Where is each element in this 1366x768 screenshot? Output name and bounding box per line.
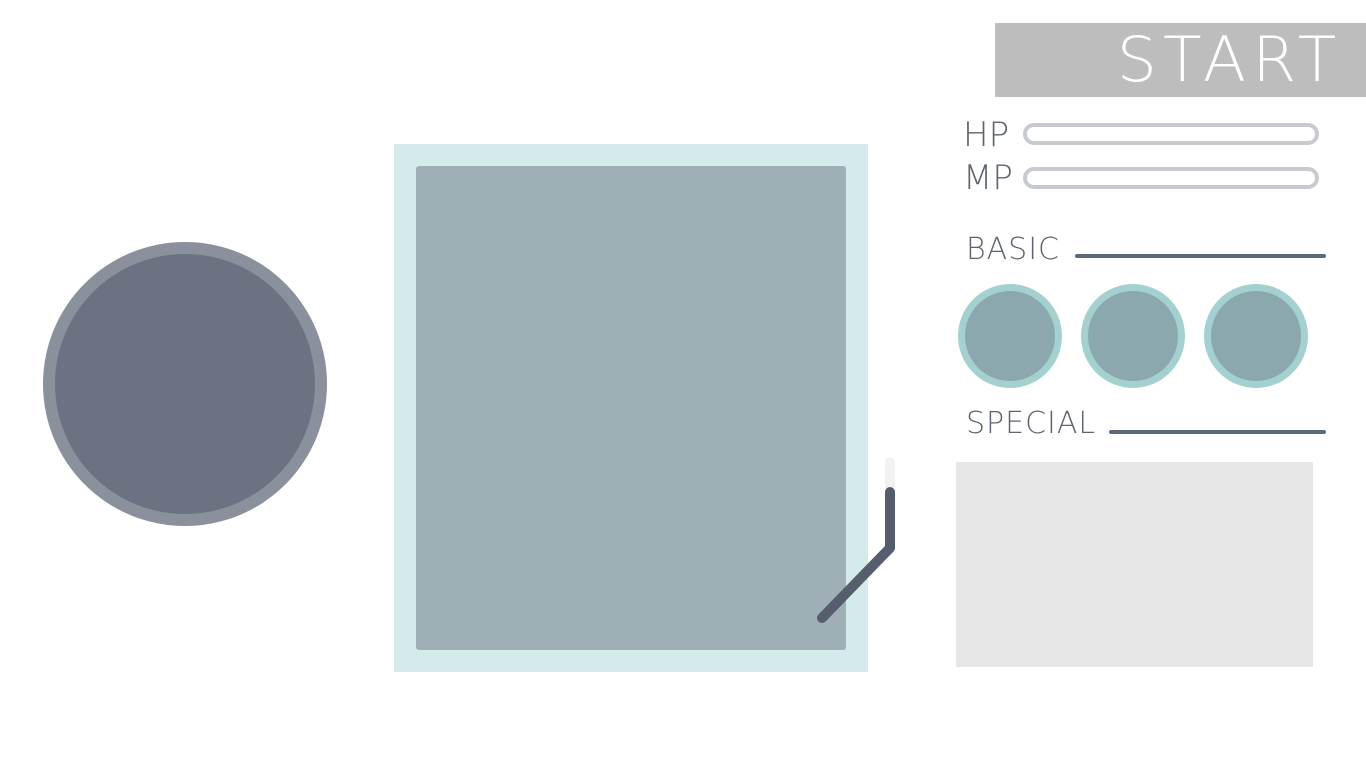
basic-skill-slot-1[interactable] <box>958 284 1062 388</box>
basic-skill-slot-1-core <box>965 291 1055 381</box>
lever-icon[interactable] <box>810 457 905 630</box>
lever-arm <box>817 487 895 623</box>
start-button[interactable]: START <box>995 23 1366 97</box>
basic-section-label: BASIC <box>966 232 1061 267</box>
hp-bar <box>1023 123 1319 145</box>
basic-skill-slot-2-core <box>1088 291 1178 381</box>
mp-bar <box>1023 167 1319 189</box>
hp-label: HP <box>963 115 1010 155</box>
player-orb-core <box>55 254 315 514</box>
basic-skill-slot-2[interactable] <box>1081 284 1185 388</box>
basic-skill-slot-3[interactable] <box>1204 284 1308 388</box>
main-panel[interactable] <box>416 166 846 650</box>
special-section-label: SPECIAL <box>966 406 1097 441</box>
special-divider <box>1109 430 1326 434</box>
mp-label: MP <box>963 158 1013 198</box>
basic-divider <box>1075 254 1326 258</box>
special-skill-area[interactable] <box>956 462 1313 667</box>
basic-skill-slot-3-core <box>1211 291 1301 381</box>
player-orb[interactable] <box>43 242 327 526</box>
start-button-label: START <box>1116 23 1343 96</box>
